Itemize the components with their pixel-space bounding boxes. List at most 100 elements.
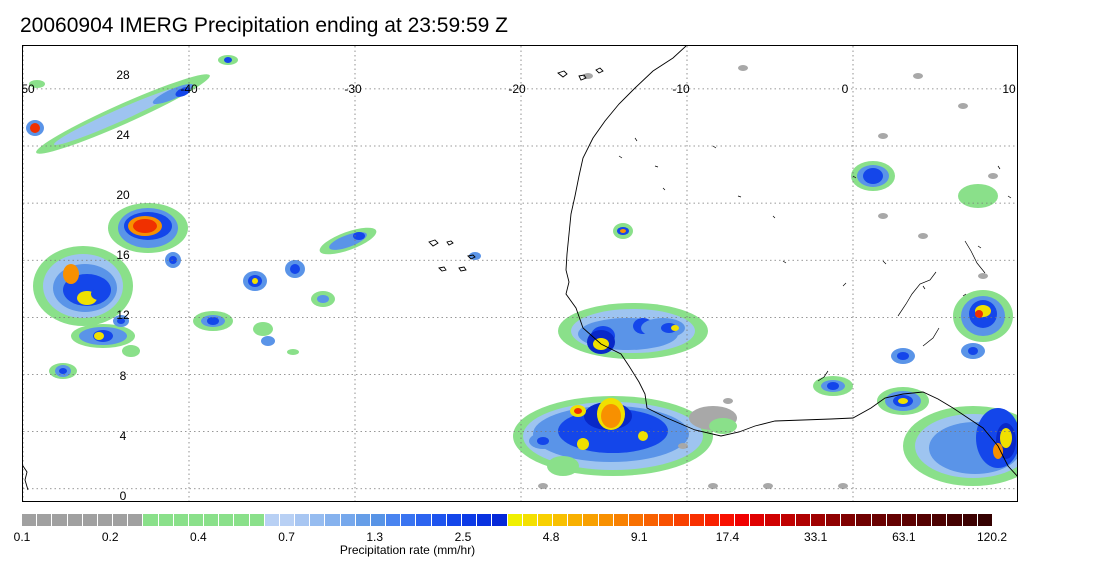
precip-cell — [897, 352, 909, 360]
colorbar-cell — [310, 514, 326, 526]
colorbar-cell — [856, 514, 872, 526]
colorbar-cell — [613, 514, 629, 526]
precip-cell — [968, 347, 978, 355]
precip-cell — [287, 349, 299, 355]
precip-cell — [577, 438, 589, 450]
colorbar-cell — [249, 514, 265, 526]
lon-label-minus40: -40 — [180, 82, 198, 96]
colorbar-tick-label: 1.3 — [366, 530, 384, 544]
colorbar-tick-label: 0.4 — [190, 530, 207, 544]
colorbar-cell — [795, 514, 811, 526]
colorbar-tick-label: 33.1 — [803, 530, 828, 544]
colorbar-tick-label: 9.1 — [630, 530, 648, 544]
precip-cell — [918, 233, 928, 239]
colorbar-cell — [537, 514, 554, 526]
precip-cell — [975, 310, 983, 318]
colorbar-cell — [917, 514, 933, 526]
colorbar-tick-label: 2.5 — [454, 530, 472, 544]
map-title: 20060904 IMERG Precipitation ending at 2… — [20, 14, 508, 37]
colorbar-cell — [644, 514, 660, 526]
colorbar-tick-label: 17.4 — [715, 530, 740, 544]
colorbar-tick-label: 0.1 — [13, 530, 31, 544]
colorbar-cell — [295, 514, 311, 526]
precip-cell — [863, 168, 883, 184]
precip-cell — [738, 65, 748, 71]
precip-cell — [601, 404, 621, 428]
precip-cell — [117, 318, 125, 324]
lat-label-16: 16 — [116, 248, 130, 262]
colorbar-cell — [674, 514, 690, 526]
colorbar-cell — [158, 514, 174, 526]
colorbar-cell — [568, 514, 584, 526]
colorbar-cell — [932, 514, 948, 526]
lat-label-20: 20 — [116, 188, 130, 202]
colorbar-cell — [234, 514, 250, 526]
colorbar-cell — [628, 514, 645, 526]
precip-cell — [253, 322, 273, 336]
colorbar-cell — [67, 514, 83, 526]
precip-cell — [878, 213, 888, 219]
colorbar-cell — [719, 514, 736, 526]
colorbar-label: Precipitation rate (mm/hr) — [339, 543, 476, 557]
precip-cell — [207, 317, 219, 325]
colorbar-cell — [52, 514, 68, 526]
precip-cell — [353, 232, 365, 240]
colorbar-cell — [841, 514, 857, 526]
lon-label-minus30: -30 — [344, 82, 362, 96]
precipitation-map: -50 -40 -30 -20 -10 0 10 28 24 20 16 12 … — [22, 45, 1018, 502]
lon-label-10: 10 — [1002, 82, 1016, 96]
colorbar-cell — [386, 514, 402, 526]
coastline-cape-verde — [428, 239, 476, 272]
colorbar-cell — [446, 514, 462, 526]
country-borders — [618, 137, 1012, 382]
precip-cell — [574, 408, 582, 414]
colorbar-cell — [598, 514, 614, 526]
precip-cell — [827, 382, 839, 390]
precip-cell — [169, 256, 177, 264]
colorbar-cell — [765, 514, 781, 526]
precip-cell — [537, 437, 549, 445]
lat-label-4: 4 — [119, 429, 127, 443]
precip-cell — [958, 103, 968, 109]
colorbar-cell — [264, 514, 280, 526]
precip-cell — [763, 483, 773, 489]
coastline-canary-islands — [557, 67, 604, 81]
precip-cell — [638, 431, 648, 441]
lat-label-12: 12 — [116, 308, 130, 322]
colorbar-cell — [477, 514, 493, 526]
colorbar-cell — [826, 514, 842, 526]
colorbar-cell — [416, 514, 432, 526]
precip-cell — [838, 483, 848, 489]
colorbar-cell — [401, 514, 417, 526]
colorbar-cell — [97, 514, 114, 526]
coastline-west-edge — [23, 465, 29, 491]
colorbar-cell — [750, 514, 766, 526]
precip-cell — [547, 456, 579, 476]
colorbar-cell — [113, 514, 129, 526]
lon-label-0: 0 — [841, 82, 849, 96]
colorbar-cell — [583, 514, 599, 526]
precip-cell — [620, 229, 626, 233]
colorbar-cell — [340, 514, 356, 526]
precip-cell — [978, 273, 988, 279]
precip-cell — [878, 133, 888, 139]
colorbar-cell — [279, 514, 296, 526]
colorbar-tick-label: 120.2 — [976, 530, 1008, 544]
colorbar-cell — [947, 514, 963, 526]
precip-cell — [29, 80, 45, 88]
precip-cell — [709, 418, 737, 434]
precip-cell — [290, 264, 300, 274]
precipitation-layer — [26, 55, 1017, 489]
lat-label-8: 8 — [119, 369, 127, 383]
lon-label-minus50: -50 — [22, 82, 35, 96]
colorbar-tick-label: 0.7 — [278, 530, 295, 544]
colorbar-cell — [128, 514, 144, 526]
colorbar-cell — [901, 514, 918, 526]
colorbar-cell — [871, 514, 887, 526]
precip-cell — [252, 278, 258, 284]
precip-cell — [898, 398, 908, 404]
colorbar-cell — [325, 514, 341, 526]
colorbar-cell — [219, 514, 235, 526]
colorbar-tick-label: 63.1 — [892, 530, 916, 544]
colorbar-cell — [886, 514, 902, 526]
